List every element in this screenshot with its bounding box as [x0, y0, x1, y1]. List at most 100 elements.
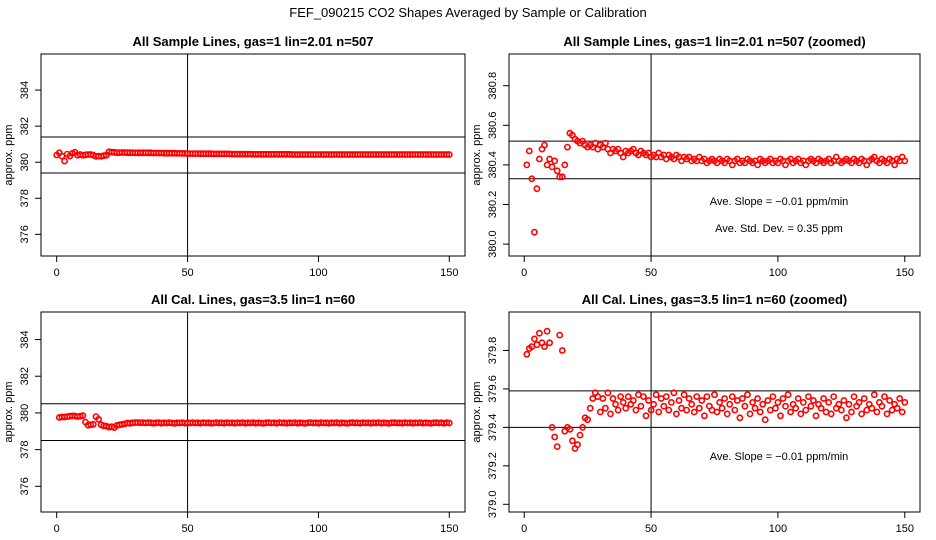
- data-point: [799, 398, 807, 406]
- y-tick-label: 382: [19, 367, 31, 385]
- data-point: [718, 404, 726, 412]
- data-point: [754, 161, 761, 169]
- data-point: [645, 397, 652, 404]
- data-point: [807, 402, 815, 410]
- data-point: [698, 397, 706, 404]
- data-point: [675, 397, 683, 404]
- data-point: [637, 402, 645, 410]
- data-point: [868, 404, 876, 412]
- data-point: [779, 395, 787, 402]
- data-point: [782, 402, 789, 410]
- data-point: [602, 139, 609, 147]
- chart-panel-2: All Sample Lines, gas=1 lin=2.01 n=507 (…: [471, 34, 921, 279]
- data-point: [564, 143, 571, 151]
- data-point: [777, 412, 784, 420]
- data-point: [536, 155, 543, 163]
- y-tick-label: 380: [19, 404, 31, 422]
- data-point: [835, 400, 843, 408]
- data-point: [525, 147, 533, 155]
- data-point: [95, 415, 102, 423]
- data-point: [688, 400, 696, 408]
- x-tick-label: 100: [309, 267, 327, 279]
- data-point: [619, 153, 627, 161]
- data-point: [89, 420, 97, 428]
- data-point: [670, 389, 678, 397]
- data-point: [624, 393, 632, 400]
- data-point: [741, 402, 749, 410]
- data-point: [569, 437, 576, 445]
- x-tick-label: 50: [181, 523, 193, 535]
- y-tick-label: 380.2: [487, 191, 499, 219]
- plot-frame: [40, 311, 466, 513]
- x-tick-label: 150: [440, 267, 458, 279]
- data-point: [528, 175, 536, 183]
- chart-annotation: Ave. Std. Dev. = 0.35 ppm: [715, 223, 843, 235]
- data-point: [607, 410, 614, 418]
- data-point: [546, 339, 553, 347]
- y-tick-label: 382: [19, 117, 31, 135]
- y-tick-label: 380.4: [487, 151, 499, 179]
- data-point: [769, 393, 777, 400]
- data-point: [693, 393, 701, 400]
- data-point: [749, 398, 756, 406]
- data-point: [858, 410, 865, 418]
- plot-frame: [508, 311, 921, 513]
- x-tick-label: 50: [645, 267, 657, 279]
- data-point: [810, 397, 817, 404]
- data-point: [761, 416, 769, 424]
- data-point: [711, 391, 718, 399]
- data-point: [838, 406, 845, 414]
- data-point: [556, 173, 564, 181]
- data-point: [443, 151, 451, 158]
- data-point: [533, 185, 541, 193]
- y-axis-label: approx. ppm: [3, 124, 15, 185]
- data-point: [870, 391, 878, 399]
- x-tick-label: 50: [181, 267, 193, 279]
- data-point: [716, 398, 723, 406]
- data-point: [576, 431, 584, 439]
- data-point: [642, 412, 650, 420]
- data-point: [640, 393, 647, 400]
- data-point: [619, 398, 627, 406]
- chart-title: All Sample Lines, gas=1 lin=2.01 n=507 (…: [563, 34, 865, 49]
- x-tick-label: 150: [440, 523, 458, 535]
- data-point: [701, 412, 708, 420]
- data-point: [556, 331, 564, 339]
- chart-title: All Cal. Lines, gas=3.5 lin=1 n=60 (zoom…: [582, 292, 848, 307]
- data-point: [850, 393, 858, 400]
- data-point: [736, 414, 744, 422]
- data-series-1: [523, 327, 909, 452]
- data-point: [878, 402, 886, 410]
- data-point: [840, 397, 848, 404]
- data-point: [662, 393, 670, 400]
- data-point: [586, 404, 594, 412]
- data-point: [622, 404, 630, 412]
- data-point: [802, 406, 810, 414]
- data-point: [566, 425, 574, 433]
- data-point: [792, 404, 800, 412]
- data-point: [787, 408, 794, 416]
- data-point: [543, 327, 551, 335]
- data-point: [617, 393, 624, 400]
- x-tick-label: 0: [521, 267, 527, 279]
- data-point: [751, 404, 759, 412]
- data-point: [553, 443, 561, 450]
- data-point: [632, 406, 640, 414]
- data-series-1: [523, 129, 909, 236]
- data-point: [774, 398, 782, 406]
- chart-panel-1: All Sample Lines, gas=1 lin=2.01 n=507 0 5…: [3, 34, 466, 279]
- data-point: [772, 404, 779, 412]
- data-point: [655, 408, 663, 416]
- x-tick-label: 150: [896, 267, 914, 279]
- data-point: [553, 167, 561, 175]
- data-series-1: [53, 148, 453, 165]
- data-point: [827, 410, 835, 418]
- y-axis-label: approx. ppm: [3, 381, 15, 442]
- data-point: [860, 395, 868, 402]
- x-tick-label: 0: [54, 523, 60, 535]
- data-point: [883, 410, 891, 418]
- data-point: [713, 408, 721, 416]
- y-tick-label: 384: [19, 330, 31, 348]
- data-point: [739, 395, 746, 402]
- data-point: [443, 419, 451, 426]
